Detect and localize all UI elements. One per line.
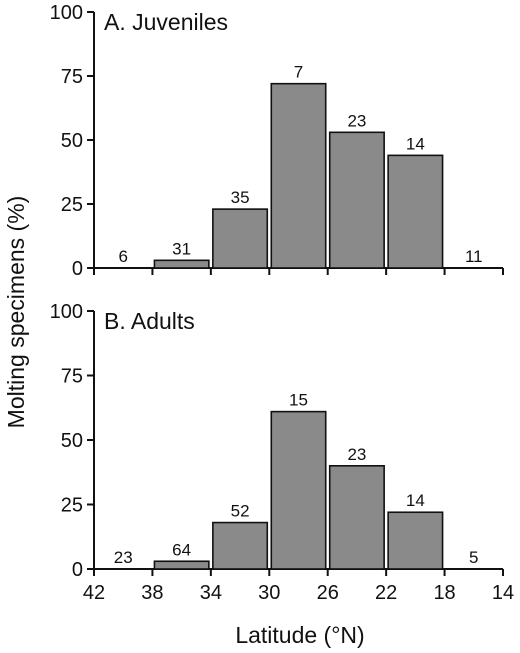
bar-sample-size-label: 23 [347, 111, 366, 130]
bar-sample-size-label: 23 [347, 445, 366, 464]
bar [153, 560, 210, 570]
x-tick-label: 26 [317, 582, 339, 604]
bar-sample-size-label: 64 [172, 540, 191, 559]
x-tick-label: 18 [433, 582, 455, 604]
bar-sample-size-label: 14 [406, 491, 425, 510]
bar [212, 521, 269, 570]
y-tick-label: 50 [61, 430, 83, 452]
x-axis-title: Latitude (°N) [235, 622, 364, 648]
bar [270, 410, 327, 570]
bar [212, 208, 269, 269]
panel-title: A. Juveniles [104, 9, 228, 35]
y-tick-label: 25 [61, 495, 83, 517]
bar [328, 464, 385, 570]
bar [387, 154, 444, 269]
bar [387, 511, 444, 570]
bar-sample-size-label: 35 [231, 188, 250, 207]
bar-sample-size-label: 15 [289, 391, 308, 410]
x-tick-label: 34 [200, 582, 222, 604]
bar [153, 259, 210, 269]
y-axis-title: Molting specimens (%) [3, 196, 29, 429]
x-tick-label: 30 [258, 582, 280, 604]
y-tick-label: 50 [61, 130, 83, 152]
bar-sample-size-label: 7 [294, 63, 303, 82]
bar-sample-size-label: 5 [469, 548, 478, 567]
bar-sample-size-label: 52 [231, 502, 250, 521]
panel-title: B. Adults [104, 308, 195, 334]
panel-a-juveniles: 0 25 50 75 100 6 31 35 7 23 14 11 A. Juveniles [50, 2, 504, 280]
y-tick-label: 0 [72, 559, 83, 581]
y-tick-label: 25 [61, 194, 83, 216]
x-tick-label: 14 [492, 582, 514, 604]
bar-sample-size-label: 23 [114, 548, 133, 567]
y-tick-label: 100 [50, 301, 83, 323]
y-tick-label: 0 [72, 258, 83, 280]
y-tick-label: 75 [61, 66, 83, 88]
bar-sample-size-label: 14 [406, 134, 425, 153]
bar-sample-size-label: 11 [465, 247, 483, 266]
y-tick-label: 75 [61, 366, 83, 388]
x-tick-label: 42 [83, 582, 105, 604]
bar-sample-size-label: 31 [172, 239, 191, 258]
bar [328, 131, 385, 269]
panel-b-adults: 0 25 50 75 100 42 38 34 30 26 22 18 14 23 64 52 15 23 14 5 B… [50, 301, 515, 604]
bar-sample-size-label: 6 [118, 247, 127, 266]
bar [270, 82, 327, 269]
y-tick-label: 100 [50, 2, 83, 24]
x-tick-label: 22 [375, 582, 397, 604]
x-tick-label: 38 [141, 582, 163, 604]
